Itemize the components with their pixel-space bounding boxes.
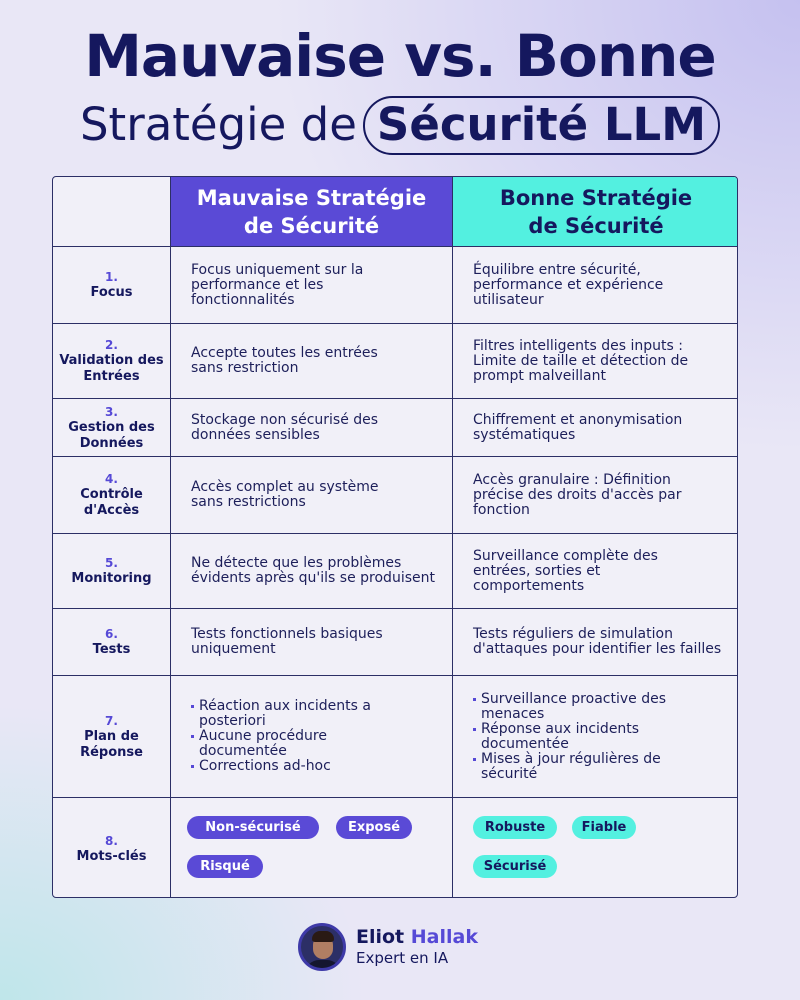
- author-info: Eliot Hallak Expert en IA: [356, 926, 478, 968]
- bad-cell-tests: Tests fonctionnels basiques uniquement: [171, 609, 453, 676]
- good-response-list: Surveillance proactive des menaces Répon…: [473, 691, 679, 782]
- row-label: Plan de Réponse: [80, 728, 143, 760]
- bad-cell-data: Stockage non sécurisé des données sensib…: [171, 399, 453, 457]
- bad-cell-access: Accès complet au système sans restrictio…: [171, 457, 453, 534]
- column-header-bad-label: Mauvaise Stratégie de Sécurité: [196, 185, 427, 238]
- row-label: Mots-clés: [76, 848, 147, 864]
- row-number: 8.: [105, 833, 118, 848]
- good-cell-response: Surveillance proactive des menaces Répon…: [453, 676, 737, 798]
- tag-exposed: Exposé: [336, 816, 412, 839]
- row-header-validation: 2. Validation des Entrées: [53, 324, 171, 399]
- row-label: Monitoring: [71, 571, 152, 586]
- comparison-table: Mauvaise Stratégie de Sécurité Bonne Str…: [52, 176, 738, 898]
- author-last-name: Hallak: [410, 926, 478, 948]
- bad-response-list: Réaction aux incidents a posteriori Aucu…: [191, 699, 402, 774]
- author-first-name: Eliot: [356, 926, 405, 948]
- main-title: Mauvaise vs. Bonne: [84, 22, 717, 90]
- list-item: Aucune procédure documentée: [191, 729, 402, 759]
- row-number: 3.: [105, 404, 118, 419]
- avatar: [298, 923, 346, 971]
- bad-cell-validation: Accepte toutes les entrées sans restrict…: [171, 324, 453, 399]
- list-item: Réponse aux incidents documentée: [473, 721, 679, 752]
- tag-non-secure: Non-sécurisé: [187, 816, 319, 839]
- list-item: Mises à jour régulières de sécurité: [473, 751, 679, 782]
- row-header-monitoring: 5. Monitoring: [53, 534, 171, 609]
- row-header-keywords: 8. Mots-clés: [53, 798, 171, 897]
- good-cell-focus: Équilibre entre sécurité, performance et…: [453, 247, 737, 324]
- row-number: 2.: [105, 338, 118, 352]
- list-item: Corrections ad-hoc: [191, 759, 402, 774]
- row-header-data: 3. Gestion des Données: [53, 399, 171, 457]
- good-cell-validation: Filtres intelligents des inputs : Limite…: [453, 324, 737, 399]
- row-header-focus: 1. Focus: [53, 247, 171, 324]
- row-label: Contrôle d'Accès: [80, 487, 143, 518]
- row-header-tests: 6. Tests: [53, 609, 171, 676]
- row-number: 7.: [105, 713, 118, 728]
- bad-cell-keywords: Non-sécurisé Exposé Risqué: [171, 798, 453, 897]
- good-cell-data: Chiffrement et anonymisation systématiqu…: [453, 399, 737, 457]
- row-label: Gestion des Données: [68, 419, 155, 451]
- subtitle-prefix: Stratégie de: [79, 98, 357, 151]
- good-cell-access: Accès granulaire : Définition précise de…: [453, 457, 737, 534]
- tag-reliable: Fiable: [572, 816, 636, 839]
- table-corner: [53, 177, 171, 247]
- column-header-good: Bonne Stratégie de Sécurité: [453, 177, 737, 247]
- row-label: Focus: [90, 285, 133, 300]
- list-item: Réaction aux incidents a posteriori: [191, 699, 402, 729]
- row-label: Tests: [92, 642, 131, 657]
- row-number: 1.: [105, 270, 118, 284]
- subtitle-highlight: Sécurité LLM: [362, 96, 720, 155]
- row-header-access: 4. Contrôle d'Accès: [53, 457, 171, 534]
- tag-robust: Robuste: [473, 816, 557, 839]
- tag-secure: Sécurisé: [473, 855, 557, 878]
- bad-cell-response: Réaction aux incidents a posteriori Aucu…: [171, 676, 453, 798]
- bad-cell-monitoring: Ne détecte que les problèmes évidents ap…: [171, 534, 453, 609]
- row-label: Validation des Entrées: [59, 353, 164, 384]
- row-number: 6.: [105, 627, 118, 641]
- column-header-bad: Mauvaise Stratégie de Sécurité: [171, 177, 453, 247]
- author-badge: Eliot Hallak Expert en IA: [298, 922, 478, 972]
- good-cell-tests: Tests réguliers de simulation d'attaques…: [453, 609, 737, 676]
- good-cell-monitoring: Surveillance complète des entrées, sorti…: [453, 534, 737, 609]
- bad-cell-focus: Focus uniquement sur la performance et l…: [171, 247, 453, 324]
- good-cell-keywords: Robuste Fiable Sécurisé: [453, 798, 737, 897]
- tag-risky: Risqué: [187, 855, 263, 878]
- list-item: Surveillance proactive des menaces: [473, 691, 679, 722]
- column-header-good-label: Bonne Stratégie de Sécurité: [499, 185, 693, 238]
- row-header-response: 7. Plan de Réponse: [53, 676, 171, 798]
- row-number: 4.: [105, 472, 118, 486]
- author-name: Eliot Hallak: [356, 926, 478, 948]
- author-role: Expert en IA: [356, 949, 449, 967]
- subtitle: Stratégie de Sécurité LLM: [0, 96, 800, 155]
- row-number: 5.: [105, 556, 118, 570]
